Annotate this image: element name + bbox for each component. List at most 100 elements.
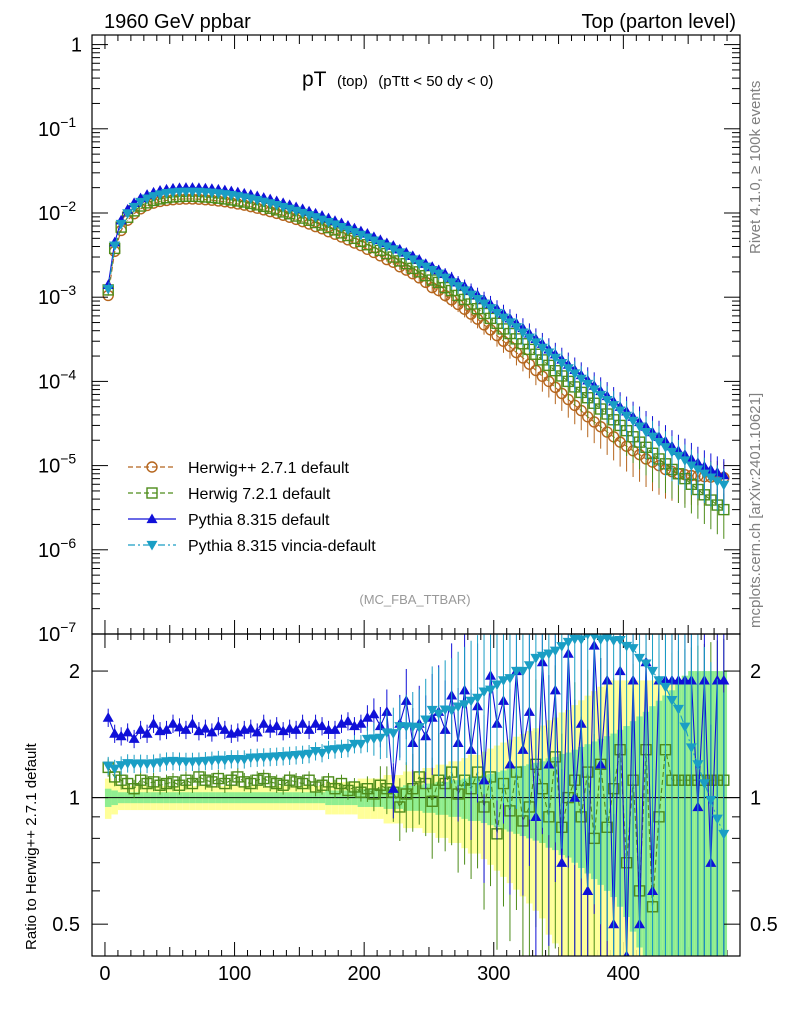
- ratio-point: [711, 814, 723, 825]
- ratio-point: [316, 720, 328, 731]
- data-point: [148, 192, 160, 202]
- ratio-plot: 0 100 200 300 400 2 1 0.5 2 1 0.5: [52, 633, 778, 985]
- data-point: [640, 427, 652, 438]
- legend-label: Pythia 8.315 default: [188, 512, 330, 529]
- data-point: [135, 197, 147, 208]
- data-point: [381, 242, 393, 253]
- data-point: [556, 358, 568, 369]
- ratio-point: [718, 674, 730, 685]
- ratio-point: [472, 693, 484, 704]
- ratio-point: [161, 724, 173, 734]
- ratio-point: [653, 676, 665, 686]
- ratio-point: [387, 783, 399, 793]
- main-plot: 1 10−1 10−2 10−3 10−4 10−5 10−6 10−7: [38, 34, 741, 956]
- ratio-point: [206, 726, 218, 737]
- data-point: [102, 284, 114, 295]
- ratio-point: [342, 784, 354, 797]
- data-point: [647, 432, 659, 443]
- data-point: [711, 477, 723, 487]
- data-point: [562, 364, 574, 374]
- side-label-rivet: Rivet 4.1.0, ≥ 100k events: [747, 81, 764, 254]
- data-point: [491, 308, 503, 319]
- ratio-point: [115, 730, 127, 741]
- ratio-point: [212, 720, 224, 731]
- ratio-point: [659, 682, 671, 693]
- data-point: [679, 456, 691, 466]
- ratio-point: [705, 796, 717, 806]
- data-point: [595, 390, 607, 401]
- legend-marker: [146, 513, 158, 524]
- data-point: [141, 194, 153, 205]
- x-tick-label: 200: [347, 963, 380, 985]
- ratio-point: [206, 756, 218, 767]
- ratio-point: [102, 761, 114, 772]
- ratio-point: [245, 777, 257, 790]
- data-point: [575, 374, 587, 385]
- ratio-point: [232, 726, 244, 737]
- ratio-point: [342, 715, 354, 726]
- ratio-frame: [91, 633, 741, 957]
- series-line: [107, 191, 725, 486]
- ratio-point: [666, 695, 678, 706]
- ratio-point: [193, 725, 205, 736]
- plot-title: pT (top) (pTtt < 50 dy < 0): [302, 68, 493, 91]
- ratio-point: [549, 646, 561, 657]
- data-point: [426, 265, 438, 276]
- ratio-point: [148, 718, 160, 728]
- ratio-point: [316, 779, 328, 791]
- data-point: [504, 318, 516, 329]
- ratio-point: [562, 637, 574, 648]
- x-tick-label: 400: [607, 963, 640, 985]
- ratio-point: [491, 680, 503, 691]
- y-tick-label: 10−5: [38, 451, 76, 478]
- series-line: [107, 198, 724, 479]
- data-point: [310, 213, 322, 223]
- ratio-point: [180, 724, 192, 734]
- legend-marker: [146, 540, 158, 551]
- ratio-point: [601, 634, 613, 644]
- ratio-point: [109, 764, 121, 775]
- data-point: [569, 369, 581, 380]
- title-sub1: (top): [337, 73, 368, 90]
- ratio-point: [251, 726, 263, 737]
- ratio-point: [193, 771, 205, 783]
- ratio-point: [672, 704, 684, 715]
- ratio-y-tick-label: 1: [69, 788, 80, 810]
- data-point: [614, 406, 626, 417]
- data-point: [374, 239, 386, 250]
- data-point: [115, 219, 127, 230]
- data-point: [705, 473, 717, 484]
- ratio-point: [556, 642, 568, 652]
- y-tick-label: 10−3: [38, 282, 76, 309]
- data-point: [452, 282, 464, 292]
- ratio-point: [296, 777, 309, 790]
- data-point: [348, 228, 360, 238]
- ratio-point: [154, 758, 166, 769]
- main-series-area: [102, 182, 730, 539]
- ratio-point: [160, 777, 173, 790]
- data-point: [154, 190, 166, 200]
- side-label-mcplots: mcplots.cern.ch [arXiv:2401.10621]: [747, 393, 764, 628]
- ratio-point: [180, 774, 192, 786]
- data-point: [439, 273, 451, 284]
- data-point: [407, 255, 419, 266]
- ratio-point: [309, 781, 322, 793]
- ratio-point: [523, 661, 535, 671]
- data-point: [685, 461, 697, 472]
- ratio-point: [135, 724, 147, 734]
- ratio-point: [290, 776, 302, 788]
- y-tick-label: 10−2: [38, 198, 76, 225]
- data-point: [361, 233, 373, 244]
- data-point: [601, 395, 613, 406]
- data-point: [465, 290, 477, 301]
- data-point: [497, 313, 509, 324]
- ratio-point: [219, 755, 231, 766]
- ratio-series-area: [102, 634, 730, 956]
- data-point: [400, 251, 412, 262]
- ratio-ylabel: Ratio to Herwig++ 2.7.1 default: [23, 742, 40, 950]
- ratio-point: [141, 728, 153, 738]
- y-tick-label: 1: [71, 35, 82, 57]
- data-point: [530, 338, 542, 348]
- data-point: [161, 189, 173, 199]
